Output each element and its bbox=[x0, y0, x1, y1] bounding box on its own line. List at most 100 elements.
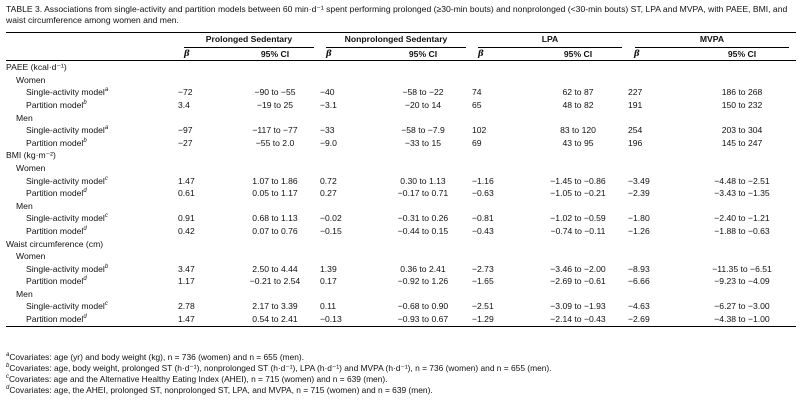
ci-cell: −0.74 to −0.11 bbox=[550, 225, 606, 236]
ci-cell: 145 to 247 bbox=[721, 137, 763, 148]
beta-cell: 227 bbox=[628, 87, 643, 98]
ci-cell: −3.43 to −1.35 bbox=[714, 188, 770, 199]
beta-cell: 1.47 bbox=[178, 175, 195, 186]
beta-cell: −2.39 bbox=[628, 188, 650, 199]
beta-cell: −0.02 bbox=[320, 213, 342, 224]
beta-cell: −33 bbox=[320, 125, 335, 136]
table-row: Partition modeld 0.61 0.05 to 1.17 0.27 −0.1… bbox=[6, 187, 796, 200]
beta-cell: −27 bbox=[178, 137, 193, 148]
ci-cell: 186 to 268 bbox=[721, 87, 763, 98]
table-row: Partition modelb 3.4 −19 to 25 −3.1 −20 to 1… bbox=[6, 99, 796, 112]
sex-label: Women bbox=[16, 162, 46, 173]
table-row: Single-activity modelc 2.78 2.17 to 3.39 0.… bbox=[6, 300, 796, 313]
model-label: Single-activity modela bbox=[26, 125, 109, 136]
table-row: Partition modeld 0.42 0.07 to 0.76 −0.15 −0.… bbox=[6, 225, 796, 238]
table-row: Single-activity modelc 0.91 0.68 to 1.13 −0… bbox=[6, 212, 796, 225]
ci-cell: −55 to 2.0 bbox=[255, 137, 295, 148]
sex-row: Men bbox=[6, 112, 796, 125]
caption-label: TABLE 3. bbox=[6, 4, 43, 14]
ci-cell: −11.35 to −6.51 bbox=[712, 263, 772, 274]
ci-cell: 62 to 87 bbox=[562, 87, 594, 98]
ci-cell: −58 to −7.9 bbox=[401, 125, 445, 136]
footnotes: aCovariates: age (yr) and body weight (k… bbox=[6, 352, 796, 396]
ci-cell: −0.17 to 0.71 bbox=[397, 188, 449, 199]
ci-cell: −1.45 to −0.86 bbox=[550, 175, 606, 186]
beta-cell: −0.15 bbox=[320, 225, 342, 236]
section-row: Waist circumference (cm) bbox=[6, 238, 796, 251]
beta-cell: 69 bbox=[472, 137, 482, 148]
group-header-mvpa: MVPA bbox=[628, 31, 797, 48]
model-label: Partition modelb bbox=[26, 99, 87, 110]
ci-cell: 0.54 to 2.41 bbox=[230, 313, 320, 327]
ci-cell: −0.92 to 1.26 bbox=[397, 276, 449, 287]
ci-cell: 203 to 304 bbox=[721, 125, 763, 136]
beta-cell: −1.65 bbox=[472, 276, 494, 287]
beta-cell: 102 bbox=[472, 125, 487, 136]
ci-cell: −9.23 to −4.09 bbox=[714, 276, 770, 287]
ci-cell: −0.31 to 0.26 bbox=[397, 213, 449, 224]
ci-cell: −4.38 to −1.00 bbox=[688, 313, 797, 327]
ci-header: 95% CI bbox=[374, 47, 472, 62]
sex-label: Men bbox=[16, 288, 33, 299]
beta-cell: −72 bbox=[178, 87, 193, 98]
footnote-marker: d bbox=[83, 226, 87, 233]
sex-label: Men bbox=[16, 112, 33, 123]
beta-cell: 0.27 bbox=[320, 188, 337, 199]
ci-cell: 83 to 120 bbox=[560, 125, 596, 136]
ci-cell: −0.44 to 0.15 bbox=[397, 225, 449, 236]
model-label: Partition modeld bbox=[6, 313, 178, 327]
footnote-marker: c bbox=[104, 213, 108, 220]
sex-label: Women bbox=[16, 251, 46, 262]
ci-cell: −0.21 to 2.54 bbox=[249, 276, 301, 287]
ci-cell: −117 to −77 bbox=[252, 125, 298, 136]
beta-cell: −0.43 bbox=[472, 225, 494, 236]
ci-cell: −0.68 to 0.90 bbox=[397, 301, 449, 312]
ci-cell: 0.05 to 1.17 bbox=[252, 188, 298, 199]
sex-row: Women bbox=[6, 74, 796, 87]
ci-cell: −1.88 to −0.63 bbox=[714, 225, 770, 236]
beta-cell: −1.29 bbox=[472, 313, 528, 327]
table-row: Single-activity modelb 3.47 2.50 to 4.44 1.… bbox=[6, 263, 796, 276]
ci-cell: 0.68 to 1.13 bbox=[252, 213, 298, 224]
beta-cell: 1.39 bbox=[320, 263, 337, 274]
table-row: Partition modelb −27 −55 to 2.0 −9.0 −33 to … bbox=[6, 137, 796, 150]
model-label: Single-activity modelc bbox=[26, 175, 108, 186]
footnote: bCovariates: age, body weight, prolonged… bbox=[6, 363, 552, 373]
footnote-marker: a bbox=[104, 87, 109, 94]
sex-label: Men bbox=[16, 200, 33, 211]
model-label: Single-activity modelb bbox=[26, 263, 109, 274]
ci-cell: 2.50 to 4.44 bbox=[252, 263, 298, 274]
beta-cell: −6.66 bbox=[628, 276, 650, 287]
beta-cell: 1.47 bbox=[178, 313, 230, 327]
beta-cell: −1.80 bbox=[628, 213, 650, 224]
footnote-marker: a bbox=[104, 125, 109, 132]
beta-cell: 0.11 bbox=[320, 301, 337, 312]
ci-cell: 43 to 95 bbox=[562, 137, 594, 148]
ci-cell: −4.48 to −2.51 bbox=[714, 175, 770, 186]
ci-cell: −2.40 to −1.21 bbox=[714, 213, 770, 224]
ci-cell: 48 to 82 bbox=[562, 99, 594, 110]
model-label: Partition modeld bbox=[26, 225, 87, 236]
beta-cell: −2.73 bbox=[472, 263, 494, 274]
model-label: Partition modelb bbox=[26, 137, 87, 148]
ci-header: 95% CI bbox=[688, 47, 797, 62]
section-label: Waist circumference (cm) bbox=[6, 238, 104, 249]
beta-header: β bbox=[320, 47, 374, 62]
ci-cell: −6.27 to −3.00 bbox=[714, 301, 770, 312]
caption-text: Associations from single-activity and pa… bbox=[6, 4, 788, 25]
sex-row: Men bbox=[6, 200, 796, 213]
sex-label: Women bbox=[16, 74, 46, 85]
footnote: dCovariates: age, the AHEI, prolonged ST… bbox=[6, 385, 433, 395]
ci-cell: −58 to −22 bbox=[402, 87, 444, 98]
group-header-prolonged-sedentary: Prolonged Sedentary bbox=[178, 31, 320, 48]
ci-cell: −19 to 25 bbox=[256, 99, 294, 110]
beta-cell: −2.69 bbox=[628, 313, 688, 327]
ci-cell: −20 to 14 bbox=[404, 99, 442, 110]
beta-cell: −1.16 bbox=[472, 175, 494, 186]
beta-cell: −4.63 bbox=[628, 301, 650, 312]
beta-cell: 254 bbox=[628, 125, 643, 136]
beta-cell: 74 bbox=[472, 87, 482, 98]
footnote: cCovariates: age and the Alternative Hea… bbox=[6, 374, 388, 384]
ci-cell: 150 to 232 bbox=[721, 99, 763, 110]
